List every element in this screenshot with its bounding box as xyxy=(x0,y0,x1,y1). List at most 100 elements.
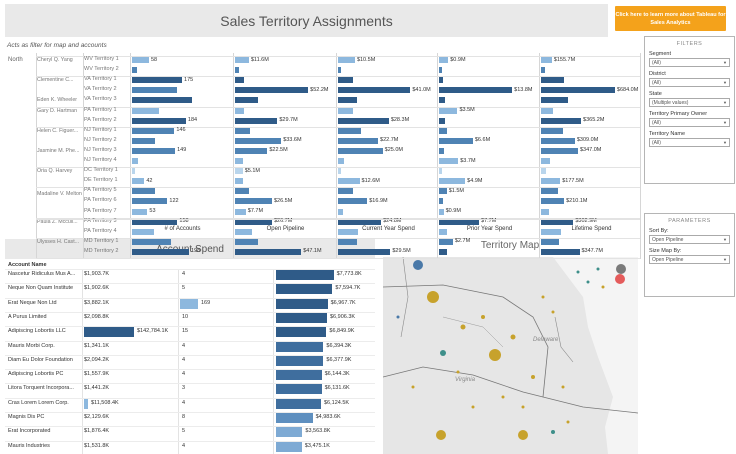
metric-bar[interactable] xyxy=(439,208,444,215)
metric-bar[interactable] xyxy=(132,228,154,235)
metric-bar[interactable] xyxy=(541,248,580,255)
account-name[interactable]: Nascetur Ridiculus Mus A... xyxy=(8,271,76,277)
metric-bar[interactable] xyxy=(541,168,546,175)
metric-bar[interactable] xyxy=(338,147,383,154)
territory-name[interactable]: NJ Territory 2 xyxy=(84,136,117,143)
metric-bar[interactable] xyxy=(338,127,362,134)
territory-name[interactable]: PA Territory 7 xyxy=(84,207,117,214)
column-header[interactable]: # of Accounts xyxy=(164,226,201,232)
territory-name[interactable]: NJ Territory 3 xyxy=(84,146,117,153)
metric-bar[interactable] xyxy=(338,238,358,245)
metric-bar[interactable] xyxy=(132,198,168,205)
metric-bar[interactable] xyxy=(235,208,246,215)
metric-bar[interactable] xyxy=(541,238,560,245)
metric-bar[interactable] xyxy=(541,137,575,144)
metric-bar[interactable] xyxy=(439,107,458,114)
account-total-bar[interactable] xyxy=(276,298,328,309)
metric-bar[interactable] xyxy=(235,228,252,235)
account-name[interactable]: Diam Eu Dolor Foundation xyxy=(8,356,73,363)
metric-bar[interactable] xyxy=(541,67,545,74)
parameter-dropdown[interactable]: Open Pipeline ▼ xyxy=(649,235,730,244)
metric-bar[interactable] xyxy=(541,228,562,235)
territory-name[interactable]: PA Territory 6 xyxy=(84,197,117,204)
metric-bar[interactable] xyxy=(338,198,368,205)
metric-bar[interactable] xyxy=(541,178,561,185)
metric-bar[interactable] xyxy=(439,228,447,235)
account-spend-bar[interactable] xyxy=(84,327,134,338)
metric-bar[interactable] xyxy=(439,117,446,124)
metric-bar[interactable] xyxy=(541,208,549,215)
metric-bar[interactable] xyxy=(541,158,551,164)
metric-bar[interactable] xyxy=(541,97,568,104)
territory-name[interactable]: PA Territory 2 xyxy=(84,116,117,123)
metric-bar[interactable] xyxy=(439,137,473,144)
metric-bar[interactable] xyxy=(541,57,552,63)
account-name[interactable]: A Purus Limited xyxy=(8,313,47,320)
filter-dropdown[interactable]: (All) ▼ xyxy=(649,78,730,87)
account-count-bar[interactable] xyxy=(180,298,198,309)
metric-bar[interactable] xyxy=(132,208,148,215)
account-total-bar[interactable] xyxy=(276,370,322,381)
account-name[interactable]: Adipiscing Lobortis PC xyxy=(8,371,64,378)
metric-bar[interactable] xyxy=(338,168,342,175)
account-name[interactable]: Magnis Dis PC xyxy=(8,414,45,420)
metric-bar[interactable] xyxy=(541,127,563,134)
territory-name[interactable]: VA Territory 3 xyxy=(84,96,117,103)
metric-bar[interactable] xyxy=(439,87,513,94)
metric-bar[interactable] xyxy=(132,77,183,84)
account-total-bar[interactable] xyxy=(276,355,324,366)
metric-bar[interactable] xyxy=(235,198,272,205)
territory-name[interactable]: WV Territory 1 xyxy=(84,56,119,62)
metric-bar[interactable] xyxy=(132,87,177,94)
metric-bar[interactable] xyxy=(235,77,245,84)
metric-bar[interactable] xyxy=(235,188,249,195)
metric-bar[interactable] xyxy=(338,158,345,164)
metric-bar[interactable] xyxy=(338,67,342,74)
metric-bar[interactable] xyxy=(235,238,259,245)
metric-bar[interactable] xyxy=(439,178,466,185)
metric-bar[interactable] xyxy=(235,97,259,104)
account-name[interactable]: Adipiscing Lobortis LLC xyxy=(8,328,66,335)
metric-bar[interactable] xyxy=(235,248,302,255)
metric-bar[interactable] xyxy=(439,97,446,104)
territory-name[interactable]: NJ Territory 1 xyxy=(84,126,117,133)
metric-bar[interactable] xyxy=(338,107,354,114)
column-header[interactable]: Prior Year Spend xyxy=(466,226,513,232)
metric-bar[interactable] xyxy=(132,107,159,114)
metric-bar[interactable] xyxy=(338,218,382,225)
account-name[interactable]: Cras Lorem Lorem Corp. xyxy=(8,399,69,406)
learn-more-button[interactable]: Click here to learn more about Tableau f… xyxy=(615,6,726,31)
metric-bar[interactable] xyxy=(235,117,278,124)
territory-name[interactable]: PA Territory 3 xyxy=(84,217,117,224)
account-name[interactable]: Erat Incorporated xyxy=(8,428,51,435)
metric-bar[interactable] xyxy=(338,97,358,104)
metric-bar[interactable] xyxy=(541,147,578,154)
metric-bar[interactable] xyxy=(439,158,459,164)
metric-bar[interactable] xyxy=(132,158,139,164)
metric-bar[interactable] xyxy=(439,198,443,205)
account-total-bar[interactable] xyxy=(276,413,313,423)
account-total-bar[interactable] xyxy=(276,284,333,295)
metric-bar[interactable] xyxy=(439,67,442,74)
account-total-bar[interactable] xyxy=(276,398,321,409)
metric-bar[interactable] xyxy=(235,168,243,175)
territory-name[interactable]: DE Territory 1 xyxy=(84,177,118,184)
account-total-bar[interactable] xyxy=(276,384,322,395)
filter-dropdown[interactable]: (All) ▼ xyxy=(649,118,730,127)
territory-name[interactable]: WV Territory 2 xyxy=(84,66,119,73)
metric-bar[interactable] xyxy=(439,168,442,175)
metric-bar[interactable] xyxy=(235,147,268,154)
metric-bar[interactable] xyxy=(132,147,176,154)
metric-bar[interactable] xyxy=(235,67,239,74)
metric-bar[interactable] xyxy=(338,178,360,185)
metric-bar[interactable] xyxy=(338,248,391,255)
territory-name[interactable]: VA Territory 2 xyxy=(84,86,117,93)
metric-bar[interactable] xyxy=(338,87,411,94)
metric-bar[interactable] xyxy=(338,208,343,215)
metric-bar[interactable] xyxy=(541,77,565,84)
metric-bar[interactable] xyxy=(235,137,282,144)
metric-bar[interactable] xyxy=(439,188,447,195)
metric-bar[interactable] xyxy=(132,117,186,124)
metric-bar[interactable] xyxy=(235,158,243,164)
territory-name[interactable]: PA Territory 1 xyxy=(84,106,117,113)
